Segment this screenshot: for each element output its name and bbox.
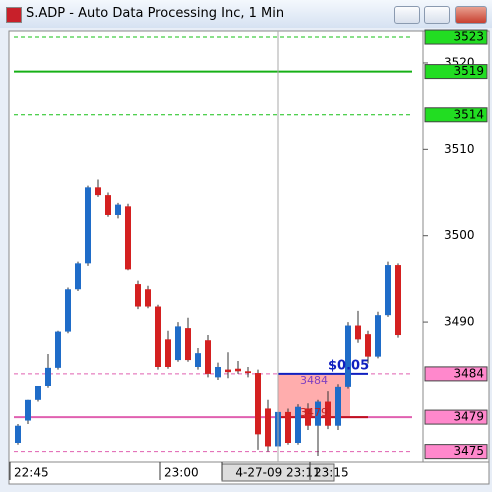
x-tick-label: 23:15 — [314, 466, 349, 480]
plot-area — [8, 30, 424, 463]
candle-body — [145, 289, 151, 307]
candle-body — [175, 326, 181, 361]
candle-body — [15, 425, 21, 443]
candle-body — [345, 325, 351, 387]
measure-low-label: 3479 — [300, 406, 328, 419]
level-label-box — [424, 107, 488, 123]
candle-body — [135, 284, 141, 307]
candle-body — [365, 334, 371, 357]
level-label-box — [424, 409, 488, 425]
level-label-box — [424, 366, 488, 382]
level-label: 3475 — [453, 444, 484, 458]
candle-body — [155, 306, 161, 367]
candle-body — [85, 187, 91, 264]
candle-body — [295, 406, 301, 443]
level-label-box — [424, 64, 488, 80]
candle-body — [305, 408, 311, 426]
measure-label: $0.05 — [328, 358, 369, 373]
candle-body — [55, 331, 61, 368]
candle-body — [195, 353, 201, 367]
candle-body — [325, 401, 331, 426]
measure-high-label: 3484 — [300, 374, 328, 387]
candle-body — [355, 325, 361, 340]
level-label: 3479 — [453, 410, 484, 424]
y-tick-label: 3510 — [444, 142, 475, 156]
x-tick-label: 22:45 — [14, 466, 49, 480]
candle-body — [375, 315, 381, 357]
maximize-button[interactable] — [424, 6, 450, 24]
minimize-button[interactable] — [394, 6, 420, 24]
close-button[interactable] — [455, 6, 487, 24]
level-label: 3514 — [453, 107, 484, 121]
candle-body — [25, 399, 31, 421]
candle-body — [35, 385, 41, 400]
candle-body — [125, 206, 131, 270]
candle-body — [185, 328, 191, 361]
candle-body — [115, 204, 121, 215]
candle-body — [385, 265, 391, 316]
candle-body — [255, 373, 261, 435]
candle-body — [235, 368, 241, 372]
window-title: S.ADP - Auto Data Processing Inc, 1 Min — [26, 6, 285, 21]
candle-body — [265, 408, 271, 447]
level-label: 3519 — [453, 64, 484, 78]
title-bar: S.ADP - Auto Data Processing Inc, 1 Min — [0, 0, 492, 28]
level-label: 3523 — [453, 30, 484, 44]
level-label-box — [424, 29, 488, 45]
candle-body — [215, 366, 221, 378]
candle-body — [225, 369, 231, 373]
x-tick-label: 23:00 — [164, 466, 199, 480]
candle-body — [395, 265, 401, 336]
candle-body — [335, 386, 341, 426]
candle-body — [45, 367, 51, 386]
candle-body — [315, 401, 321, 426]
candle-body — [165, 339, 171, 367]
price-axis — [422, 30, 490, 463]
y-tick-label: 3490 — [444, 315, 475, 329]
y-tick-label: 3500 — [444, 228, 475, 242]
candle-body — [65, 289, 71, 332]
candle-body — [95, 187, 101, 196]
level-label: 3484 — [453, 366, 484, 380]
chart: 3520351035003490352335193514348434793475… — [8, 29, 490, 485]
x-tick-label: 4-27-09 23:11 — [235, 466, 320, 480]
level-label-box — [424, 444, 488, 460]
app-icon — [6, 7, 22, 23]
candle-body — [75, 263, 81, 290]
candle-body — [105, 195, 111, 215]
candle-body — [285, 411, 291, 443]
candle-body — [205, 340, 211, 374]
candle-body — [245, 371, 251, 374]
